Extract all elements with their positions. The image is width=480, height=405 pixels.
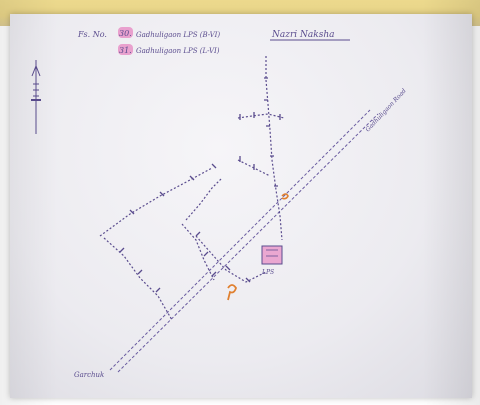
header-number-30: 30. (119, 29, 132, 38)
paper-sheet (10, 14, 472, 398)
highlight-30 (118, 27, 133, 38)
village-paths (99, 56, 285, 321)
header-number-31: 31. (119, 46, 132, 55)
main-road (109, 109, 379, 373)
bottom-left-label: Garchuk (74, 371, 104, 379)
orange-marker-upper (281, 193, 289, 200)
road-label: Gadhuligaon Road (364, 87, 408, 133)
highlight-31 (118, 44, 133, 55)
building-label: LPS (261, 269, 274, 276)
school-building (261, 245, 283, 265)
north-arrow-icon (31, 60, 41, 134)
orange-marker-lower (227, 284, 237, 301)
header-prefix: Fs. No. (77, 30, 107, 39)
pole-markers (119, 77, 281, 293)
map-title: Nazri Naksha (271, 30, 335, 40)
header-line-2: Gadhuligaon LPS (L-VI) (136, 47, 220, 55)
header-line-1: Gadhuligaon LPS (B-VI) (136, 31, 220, 39)
